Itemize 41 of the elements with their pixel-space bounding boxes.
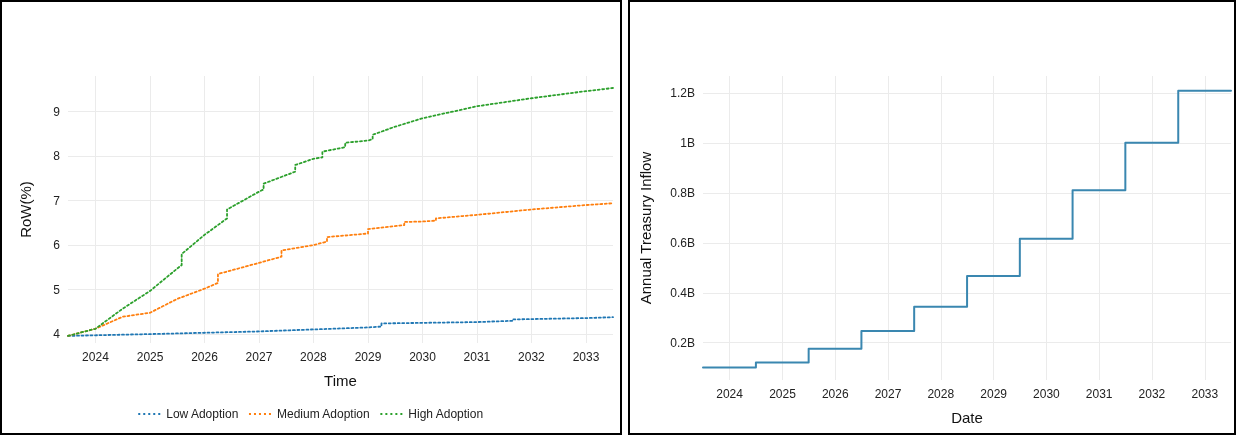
y-tick-label: 0.8B	[670, 186, 695, 201]
x-tick-label: 2025	[769, 387, 797, 401]
x-tick-label: 2024	[82, 350, 110, 364]
x-tick-label: 2024	[716, 387, 744, 401]
y-axis-title: Annual Treasury Inflow	[637, 151, 654, 305]
x-tick-label: 2032	[518, 350, 546, 364]
x-tick-label: 2025	[136, 350, 164, 364]
y-tick-label: 0.4B	[670, 285, 695, 300]
y-tick-label: 1.2B	[670, 86, 695, 101]
legend-label: Medium Adoption	[276, 407, 370, 421]
legend-label: High Adoption	[408, 407, 484, 421]
x-tick-label: 2030	[409, 350, 437, 364]
x-tick-label: 2030	[1033, 387, 1061, 401]
x-axis-title: Time	[324, 372, 357, 389]
x-tick-label: 2026	[821, 387, 849, 401]
x-tick-label: 2031	[1085, 387, 1113, 401]
line-series	[67, 87, 614, 337]
y-tick-label: 4	[53, 327, 61, 342]
x-tick-label: 2029	[354, 350, 382, 364]
y-tick-label: 9	[53, 104, 61, 119]
x-tick-label: 2032	[1138, 387, 1166, 401]
y-tick-label: 0.2B	[670, 335, 695, 350]
x-tick-label: 2027	[874, 387, 902, 401]
x-axis-title: Date	[951, 409, 983, 426]
line-series	[67, 316, 614, 337]
x-tick-label: 2028	[300, 350, 328, 364]
y-tick-label: 8	[53, 149, 61, 164]
x-tick-label: 2033	[1191, 387, 1219, 401]
y-axis-title: RoW(%)	[17, 181, 34, 238]
y-tick-label: 0.6B	[670, 235, 695, 250]
x-tick-label: 2029	[980, 387, 1008, 401]
x-tick-label: 2026	[191, 350, 219, 364]
y-tick-label: 1B	[680, 136, 695, 151]
y-tick-label: 7	[53, 193, 61, 208]
x-tick-label: 2031	[463, 350, 491, 364]
x-tick-label: 2027	[245, 350, 273, 364]
x-tick-label: 2033	[572, 350, 600, 364]
x-tick-label: 2028	[927, 387, 955, 401]
y-tick-label: 6	[53, 238, 61, 253]
y-tick-label: 5	[53, 282, 61, 297]
legend-label: Low Adoption	[166, 407, 239, 421]
